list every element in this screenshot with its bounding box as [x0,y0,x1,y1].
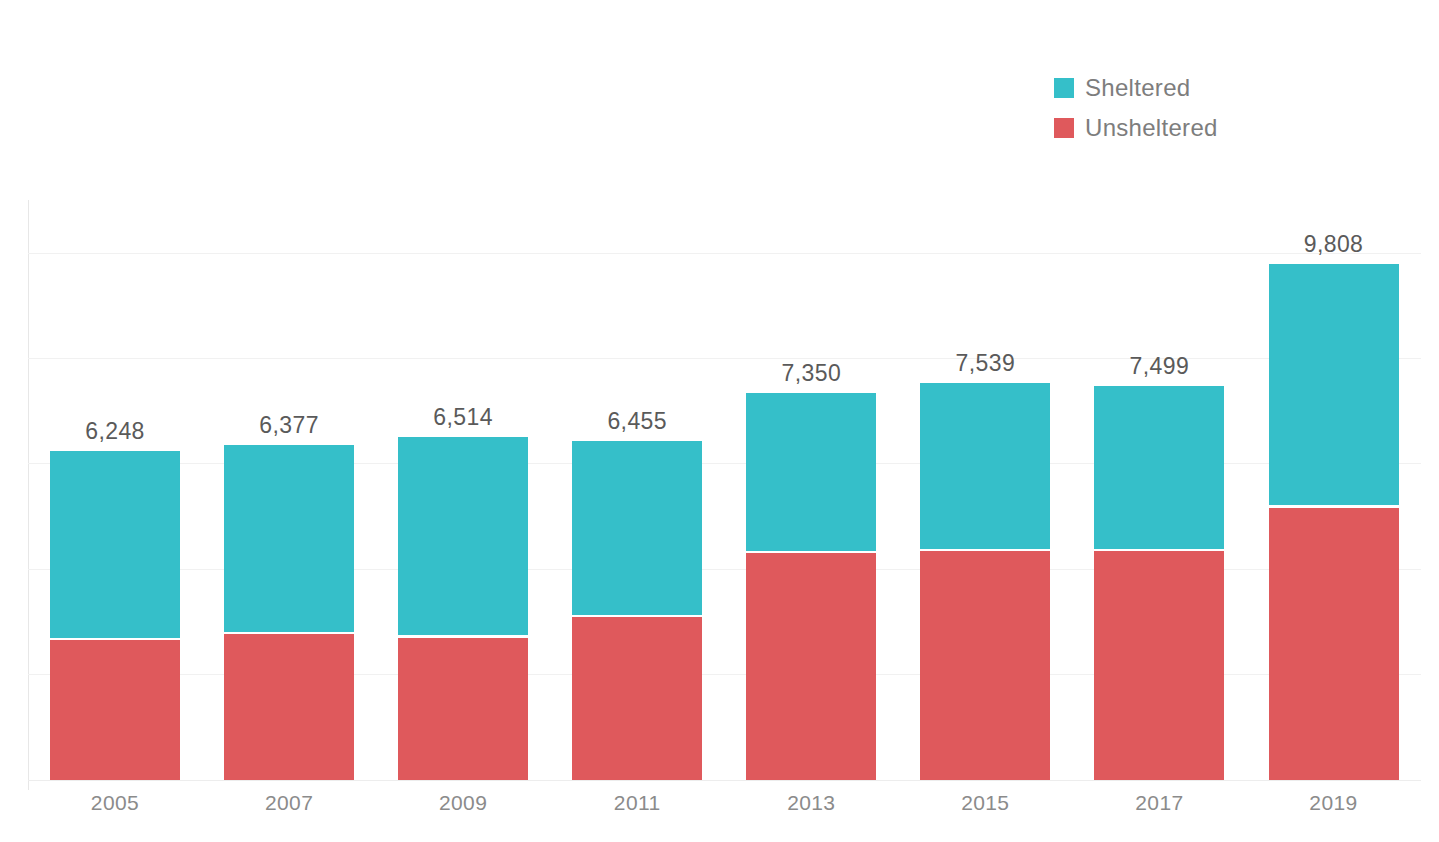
x-axis-label-2011: 2011 [550,791,724,815]
bar-2011-unsheltered[interactable] [572,617,702,780]
bar-total-label-2015: 7,539 [898,350,1072,377]
bar-total-label-2007: 6,377 [202,412,376,439]
chart-page: Sheltered Unsheltered 6,24820056,3772007… [0,0,1439,842]
bar-2011-sheltered[interactable] [572,441,702,615]
bar-2013-sheltered[interactable] [746,393,876,551]
x-axis-baseline [28,780,1421,781]
plot-area: 6,248 2005 6,377 2007 6,514 2009 6,455 2011 7,35… [0,0,1439,842]
bar-2005-sheltered[interactable] [50,451,180,638]
bar-total-label-2005: 6,248 [28,418,202,445]
bar-2017-unsheltered[interactable] [1094,551,1224,780]
bar-2017-sheltered[interactable] [1094,386,1224,550]
x-axis-label-2013: 2013 [724,791,898,815]
bar-2019-unsheltered[interactable] [1269,508,1399,781]
bar-2015-unsheltered[interactable] [920,551,1050,780]
bar-total-label-2017: 7,499 [1072,353,1246,380]
bar-2015-sheltered[interactable] [920,383,1050,548]
bar-2005-unsheltered[interactable] [50,640,180,780]
y-axis-line [28,200,29,790]
x-axis-label-2007: 2007 [202,791,376,815]
bar-total-label-2013: 7,350 [724,360,898,387]
bar-2013-unsheltered[interactable] [746,553,876,780]
gridline-10000 [28,253,1421,254]
bar-2007-unsheltered[interactable] [224,634,354,780]
bar-2019-sheltered[interactable] [1269,264,1399,505]
bar-2007-sheltered[interactable] [224,445,354,633]
x-axis-label-2017: 2017 [1072,791,1246,815]
x-axis-label-2005: 2005 [28,791,202,815]
bar-total-label-2009: 6,514 [376,404,550,431]
bar-total-label-2011: 6,455 [550,408,724,435]
x-axis-label-2019: 2019 [1247,791,1421,815]
bar-2009-sheltered[interactable] [398,437,528,635]
x-axis-label-2009: 2009 [376,791,550,815]
bar-2009-unsheltered[interactable] [398,638,528,781]
x-axis-label-2015: 2015 [898,791,1072,815]
bar-total-label-2019: 9,808 [1247,231,1421,258]
